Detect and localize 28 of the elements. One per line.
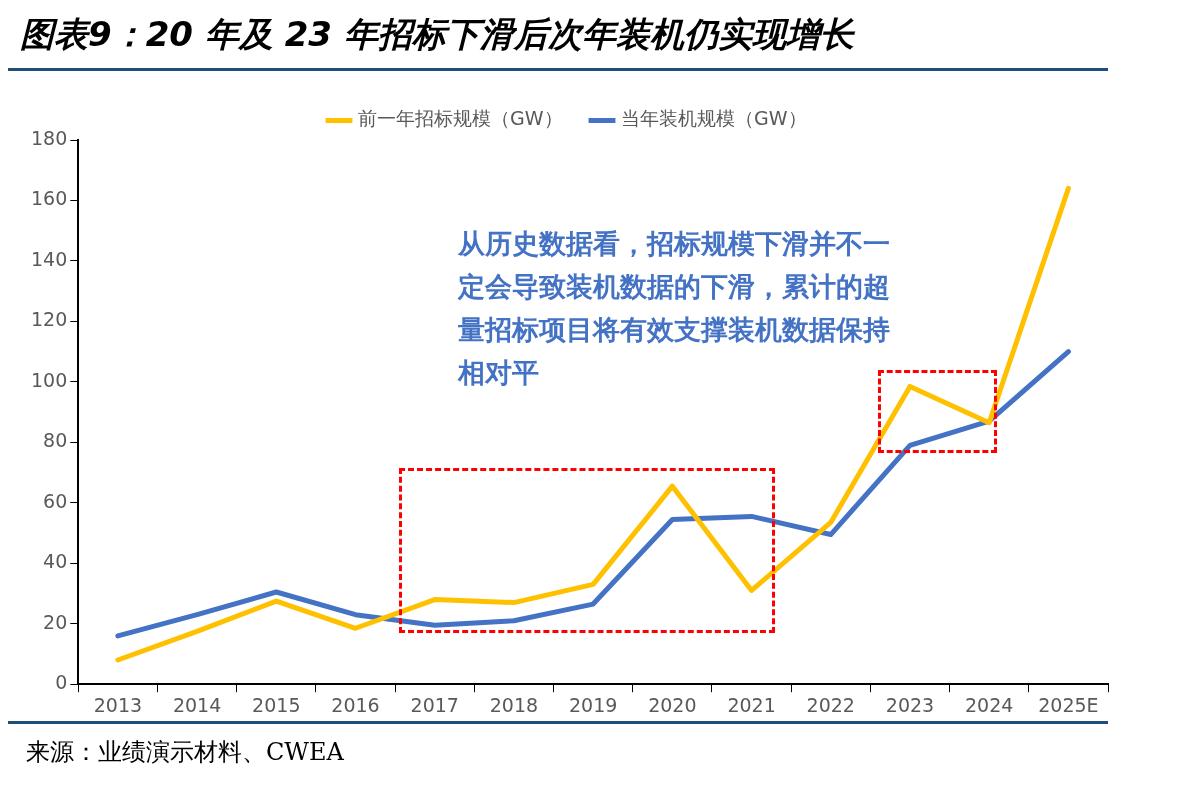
y-tick-label: 120 bbox=[31, 308, 68, 331]
x-tick-label: 2017 bbox=[410, 693, 459, 716]
y-tick-label: 160 bbox=[31, 187, 68, 210]
y-tick-label: 20 bbox=[43, 610, 68, 633]
x-tick-label: 2015 bbox=[252, 693, 301, 716]
x-tick-label: 2020 bbox=[648, 693, 697, 716]
chart-title: 图表9：20 年及 23 年招标下滑后次年装机仍实现增长 bbox=[19, 13, 856, 56]
y-tick-label: 40 bbox=[43, 550, 68, 573]
legend-label: 前一年招标规模（GW） bbox=[357, 107, 563, 130]
y-tick-label: 0 bbox=[55, 671, 68, 694]
y-tick-label: 180 bbox=[31, 126, 68, 149]
y-tick-label: 80 bbox=[43, 429, 68, 452]
x-tick-label: 2018 bbox=[489, 693, 539, 716]
legend-label: 当年装机规模（GW） bbox=[621, 107, 807, 130]
y-tick-label: 100 bbox=[31, 368, 68, 391]
y-tick-label: 140 bbox=[31, 247, 68, 270]
x-tick-label: 2016 bbox=[331, 693, 380, 716]
source-note: 来源：业绩演示材料、CWEA bbox=[25, 737, 345, 768]
x-tick-label: 2024 bbox=[965, 693, 1014, 716]
x-tick-label: 2019 bbox=[568, 693, 618, 716]
x-tick-label: 2022 bbox=[806, 693, 855, 716]
x-tick-label: 2013 bbox=[93, 693, 143, 716]
x-tick-label: 2021 bbox=[727, 693, 776, 716]
x-tick-label: 2025E bbox=[1038, 693, 1099, 716]
x-tick-label: 2014 bbox=[172, 693, 222, 716]
annotation: 从历史数据看，招标规模下滑并不一定会导致装机数据的下滑，累计的超量招标项目将有效支撑装机数据保持相对平 bbox=[457, 227, 891, 388]
y-tick-label: 60 bbox=[43, 489, 68, 512]
x-tick-label: 2023 bbox=[885, 693, 935, 716]
